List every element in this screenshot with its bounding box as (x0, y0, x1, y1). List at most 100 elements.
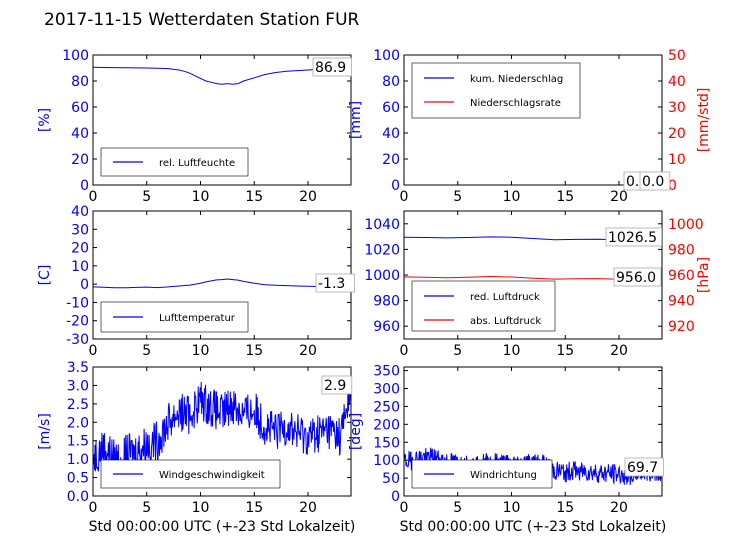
value-annotation: 69.7 (627, 460, 658, 476)
x-tick-label: 15 (245, 500, 263, 516)
value-annotation: 956.0 (616, 270, 656, 286)
x-tick-label: 5 (142, 189, 151, 205)
value-annotation: 0.0 (642, 174, 664, 190)
y-tick-label: 0.0 (67, 489, 89, 505)
x-tick-label: 0 (400, 189, 409, 205)
y-tick-label: 60 (71, 100, 89, 116)
x-tick-label: 20 (299, 189, 317, 205)
x-tick-label: 15 (245, 343, 263, 359)
x-axis-label: Std 00:00:00 UTC (+-23 Std Lokalzeit) (89, 519, 356, 535)
plot-frame (92, 366, 352, 497)
y-tick-label: 1020 (364, 242, 400, 258)
legend-label: red. Luftdruck (470, 292, 540, 303)
value-annotation: 2.9 (324, 378, 346, 394)
y2-tick-label: 40 (668, 74, 686, 90)
x-tick-label: 5 (453, 343, 462, 359)
y-tick-label: 1000 (364, 268, 400, 284)
y2-tick-label: 1000 (668, 217, 704, 233)
legend-label: rel. Luftfeuchte (159, 158, 235, 169)
y-axis-label: [mm] (348, 101, 364, 139)
y-tick-label: -20 (66, 314, 89, 330)
y2-axis-label: [mm/std] (696, 88, 712, 153)
y-axis-label: [m/s] (37, 413, 53, 450)
value-annotation-box (312, 57, 352, 77)
x-tick-label: 15 (556, 343, 574, 359)
chart-panel-temperature: 0 5 10 15 20 -30 -20 -10 0 10 20 30 40 [C] Lufttempera… (37, 204, 355, 359)
x-tick-label: 20 (299, 500, 317, 516)
x-tick-label: 5 (142, 500, 151, 516)
x-tick-label: 0 (400, 343, 409, 359)
y2-tick-label: 960 (668, 268, 695, 284)
chart-panel-humidity: 0 5 10 15 20 0 20 40 60 80 100 [%] rel. Luftfeuchte 8… (37, 48, 352, 205)
y-tick-label: 20 (382, 152, 400, 168)
y-tick-label: 1.0 (67, 452, 89, 468)
y-tick-label: 80 (71, 74, 89, 90)
legend-label: Niederschlagsrate (470, 98, 561, 109)
x-tick-label: 15 (245, 189, 263, 205)
y-tick-label: 300 (373, 382, 400, 398)
chart-panel-pressure: 0 5 10 15 20 960 980 1000 1020 1040 920 940 960 980 10… (364, 210, 712, 359)
value-annotation: -1.3 (318, 276, 345, 292)
series-line-temperature-0 (93, 278, 351, 289)
legend-label: kum. Niederschlag (470, 74, 563, 85)
y-tick-label: 1040 (364, 217, 400, 233)
y2-tick-label: 940 (668, 294, 695, 310)
series-line-humidity-0 (93, 66, 351, 85)
x-tick-label: 20 (610, 189, 628, 205)
value-annotation-box (315, 273, 355, 293)
y-tick-label: 2.0 (67, 415, 89, 431)
x-tick-label: 20 (610, 343, 628, 359)
y2-tick-label: 0 (668, 178, 677, 194)
x-tick-label: 10 (192, 500, 210, 516)
x-tick-label: 10 (503, 343, 521, 359)
legend-label: abs. Luftdruck (470, 316, 541, 327)
x-tick-label: 5 (453, 500, 462, 516)
x-tick-label: 5 (453, 189, 462, 205)
y2-axis-label: [hPa] (696, 257, 712, 293)
value-annotation: 1026.5 (608, 230, 657, 246)
y-tick-label: 0 (80, 178, 89, 194)
x-tick-label: 0 (89, 189, 98, 205)
y-tick-label: 0.5 (67, 471, 89, 487)
y-tick-label: 40 (71, 126, 89, 142)
y-tick-label: 1.5 (67, 434, 89, 450)
y-tick-label: 40 (382, 126, 400, 142)
x-tick-label: 10 (503, 189, 521, 205)
x-tick-label: 5 (142, 343, 151, 359)
legend-box (411, 62, 581, 119)
y-tick-label: 350 (373, 364, 400, 380)
y2-tick-label: 980 (668, 242, 695, 258)
y-tick-label: 2.5 (67, 397, 89, 413)
value-annotation-box (624, 457, 664, 477)
x-tick-label: 20 (299, 343, 317, 359)
y2-tick-label: 10 (668, 152, 686, 168)
y-tick-label: 50 (382, 471, 400, 487)
x-tick-label: 0 (400, 500, 409, 516)
page-title: 2017-11-15 Wetterdaten Station FUR (44, 10, 360, 30)
x-tick-label: 10 (192, 343, 210, 359)
value-annotation-box (613, 267, 662, 287)
series-line-wind_speed-0 (93, 375, 351, 478)
y-tick-label: 40 (71, 204, 89, 220)
value-annotation: 86.9 (315, 60, 346, 76)
plot-frame (403, 366, 663, 497)
y-tick-label: 10 (71, 259, 89, 275)
legend-label: Windgeschwindigkeit (159, 470, 265, 481)
y2-tick-label: 920 (668, 319, 695, 335)
y-tick-label: 60 (382, 100, 400, 116)
y-tick-label: 150 (373, 435, 400, 451)
y-axis-label: [deg] (348, 413, 364, 450)
value-annotation-box (321, 375, 353, 395)
x-tick-label: 0 (89, 343, 98, 359)
y-tick-label: 100 (373, 48, 400, 64)
y-tick-label: -10 (66, 295, 89, 311)
y2-tick-label: 20 (668, 126, 686, 142)
y-axis-label: [C] (37, 265, 53, 286)
y-tick-label: 200 (373, 417, 400, 433)
y-axis-label: [%] (37, 108, 53, 132)
y2-tick-label: 30 (668, 100, 686, 116)
y-tick-label: 80 (382, 74, 400, 90)
y-tick-label: 100 (373, 453, 400, 469)
y-tick-label: 3.0 (67, 378, 89, 394)
